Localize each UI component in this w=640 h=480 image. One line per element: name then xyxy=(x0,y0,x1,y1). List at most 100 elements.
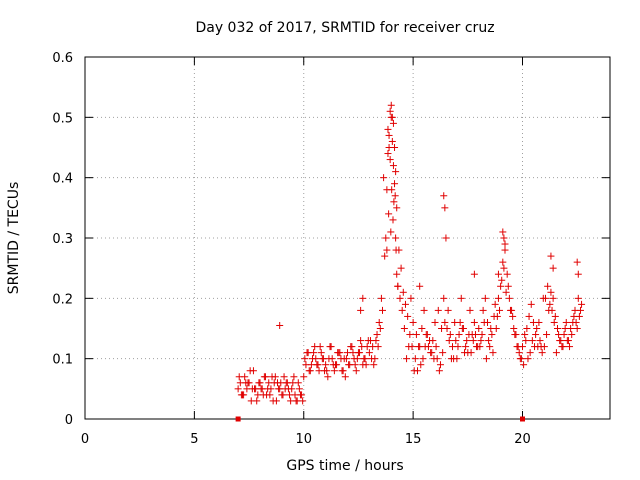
data-point xyxy=(288,385,296,393)
data-point xyxy=(295,385,303,393)
data-point xyxy=(396,294,404,302)
data-point xyxy=(503,270,511,278)
data-point xyxy=(549,264,557,272)
y-tick-label: 0.2 xyxy=(52,292,73,307)
data-point xyxy=(360,355,368,363)
data-point xyxy=(500,234,508,242)
data-point xyxy=(441,318,449,326)
data-point xyxy=(419,355,427,363)
x-tick-label: 20 xyxy=(514,432,531,447)
data-point xyxy=(463,337,471,345)
data-point xyxy=(452,337,460,345)
data-point xyxy=(286,391,294,399)
y-axis-title: SRMTID / TECUs xyxy=(6,182,22,295)
data-point xyxy=(314,361,322,369)
data-point xyxy=(398,306,406,314)
data-point xyxy=(461,349,469,357)
data-point xyxy=(456,318,464,326)
data-point xyxy=(435,367,443,375)
data-point xyxy=(259,391,267,399)
data-point xyxy=(235,373,243,381)
data-point xyxy=(467,349,475,357)
data-point xyxy=(386,107,394,115)
y-tick-label: 0 xyxy=(65,413,73,428)
data-point xyxy=(494,294,502,302)
data-point xyxy=(526,349,534,357)
data-point xyxy=(403,355,411,363)
data-point xyxy=(552,349,560,357)
data-point xyxy=(446,331,454,339)
data-point xyxy=(445,337,453,345)
data-point xyxy=(362,361,370,369)
data-point xyxy=(420,306,428,314)
data-point xyxy=(407,294,415,302)
data-point xyxy=(375,318,383,326)
data-point xyxy=(480,318,488,326)
data-point xyxy=(408,343,416,351)
data-point xyxy=(548,306,556,314)
data-point xyxy=(501,240,509,248)
data-point xyxy=(347,343,355,351)
data-points xyxy=(234,101,586,422)
data-point xyxy=(318,355,326,363)
data-point xyxy=(416,282,424,290)
data-point xyxy=(385,210,393,218)
data-point xyxy=(431,318,439,326)
y-tick-label: 0.6 xyxy=(52,51,73,66)
data-point xyxy=(496,306,504,314)
data-point xyxy=(391,144,399,151)
data-point xyxy=(457,294,465,302)
data-point xyxy=(510,325,518,332)
data-point xyxy=(570,312,578,320)
data-point xyxy=(465,331,473,339)
data-point xyxy=(501,246,509,254)
data-point xyxy=(440,294,448,302)
data-point xyxy=(272,397,280,405)
data-point xyxy=(280,373,288,381)
data-point xyxy=(357,337,365,345)
axis-marker xyxy=(520,416,525,422)
data-point xyxy=(394,282,402,290)
data-point xyxy=(325,355,333,363)
y-tick-label: 0.4 xyxy=(52,172,73,187)
data-point xyxy=(322,361,330,369)
data-point xyxy=(246,367,254,375)
data-point xyxy=(505,294,513,302)
data-point xyxy=(380,174,388,182)
data-point xyxy=(270,379,278,387)
data-point xyxy=(330,367,338,375)
axis-ticks: 0 0.1 0.2 0.3 0.4 0.5 0.6 0 5 10 15 20 xyxy=(52,51,610,447)
data-point xyxy=(515,349,523,357)
data-point xyxy=(301,355,309,363)
y-tick-label: 0.1 xyxy=(52,353,73,368)
data-point xyxy=(251,385,259,393)
data-point xyxy=(559,343,567,351)
data-point xyxy=(568,331,576,339)
data-point xyxy=(281,385,289,393)
data-point xyxy=(491,300,499,308)
data-point xyxy=(316,343,324,351)
data-point xyxy=(370,361,378,369)
data-point xyxy=(391,192,399,200)
grid-lines xyxy=(85,57,610,419)
data-point xyxy=(382,234,390,242)
data-point xyxy=(479,306,487,314)
data-point xyxy=(342,355,350,363)
data-point xyxy=(502,288,510,296)
data-point xyxy=(379,306,386,314)
data-point xyxy=(310,349,318,357)
data-point xyxy=(504,282,512,290)
data-point xyxy=(521,331,529,339)
data-point xyxy=(576,306,584,314)
data-point xyxy=(537,343,545,351)
data-point xyxy=(527,300,535,308)
data-point xyxy=(523,325,531,332)
data-point xyxy=(376,325,384,332)
data-point xyxy=(418,325,426,332)
data-point xyxy=(397,264,405,272)
data-point xyxy=(574,294,582,302)
data-point xyxy=(509,312,517,320)
data-point xyxy=(547,288,555,296)
data-point xyxy=(430,355,438,363)
